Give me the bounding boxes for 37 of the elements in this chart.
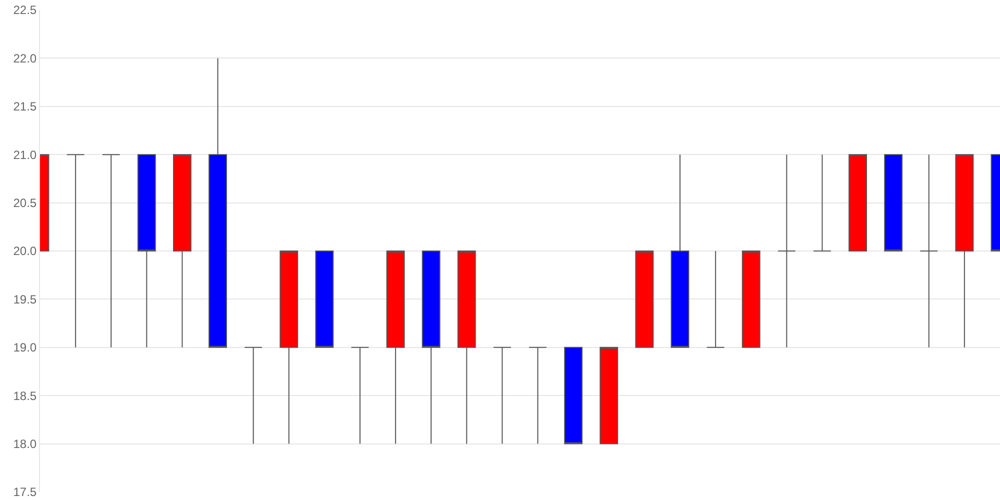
candlestick: [528, 346, 547, 444]
candlestick: [173, 154, 192, 348]
candlestick: [600, 346, 618, 444]
candlestick: [137, 154, 156, 348]
y-tick-label: 22.5: [13, 3, 37, 18]
candlestick: [848, 154, 867, 252]
candlestick: [706, 250, 725, 348]
candlestick: [208, 58, 227, 348]
y-tick-label: 22.0: [13, 51, 37, 66]
candlestick: [350, 346, 370, 444]
candlestick: [493, 346, 512, 444]
candlestick: [102, 154, 120, 348]
candlestick: [315, 250, 334, 348]
candlestick: [955, 154, 974, 348]
candlestick: [386, 250, 405, 444]
candlestick: [457, 250, 476, 444]
candlestick: [635, 250, 654, 348]
candlestick: [920, 154, 938, 348]
candlestick: [884, 154, 903, 252]
y-tick-label: 20.5: [13, 196, 37, 210]
candlestick: [813, 154, 832, 252]
y-tick-label: 19.0: [13, 340, 37, 355]
y-tick-label: 21.0: [13, 148, 37, 162]
candlestick: [244, 346, 263, 444]
y-tick-label: 21.5: [13, 100, 37, 114]
candlestick: [670, 154, 690, 348]
candlestick: [66, 154, 85, 348]
candlestick: [422, 250, 440, 444]
y-tick-label: 17.5: [13, 485, 37, 500]
candlestick: [742, 250, 760, 348]
candlestick: [564, 346, 583, 444]
y-tick-label: 18.0: [13, 437, 37, 451]
candlestick: [777, 154, 796, 348]
candlestick: [280, 250, 298, 444]
y-tick-label: 20.0: [13, 244, 37, 258]
y-tick-label: 19.5: [13, 292, 37, 306]
y-tick-label: 18.5: [13, 388, 37, 403]
